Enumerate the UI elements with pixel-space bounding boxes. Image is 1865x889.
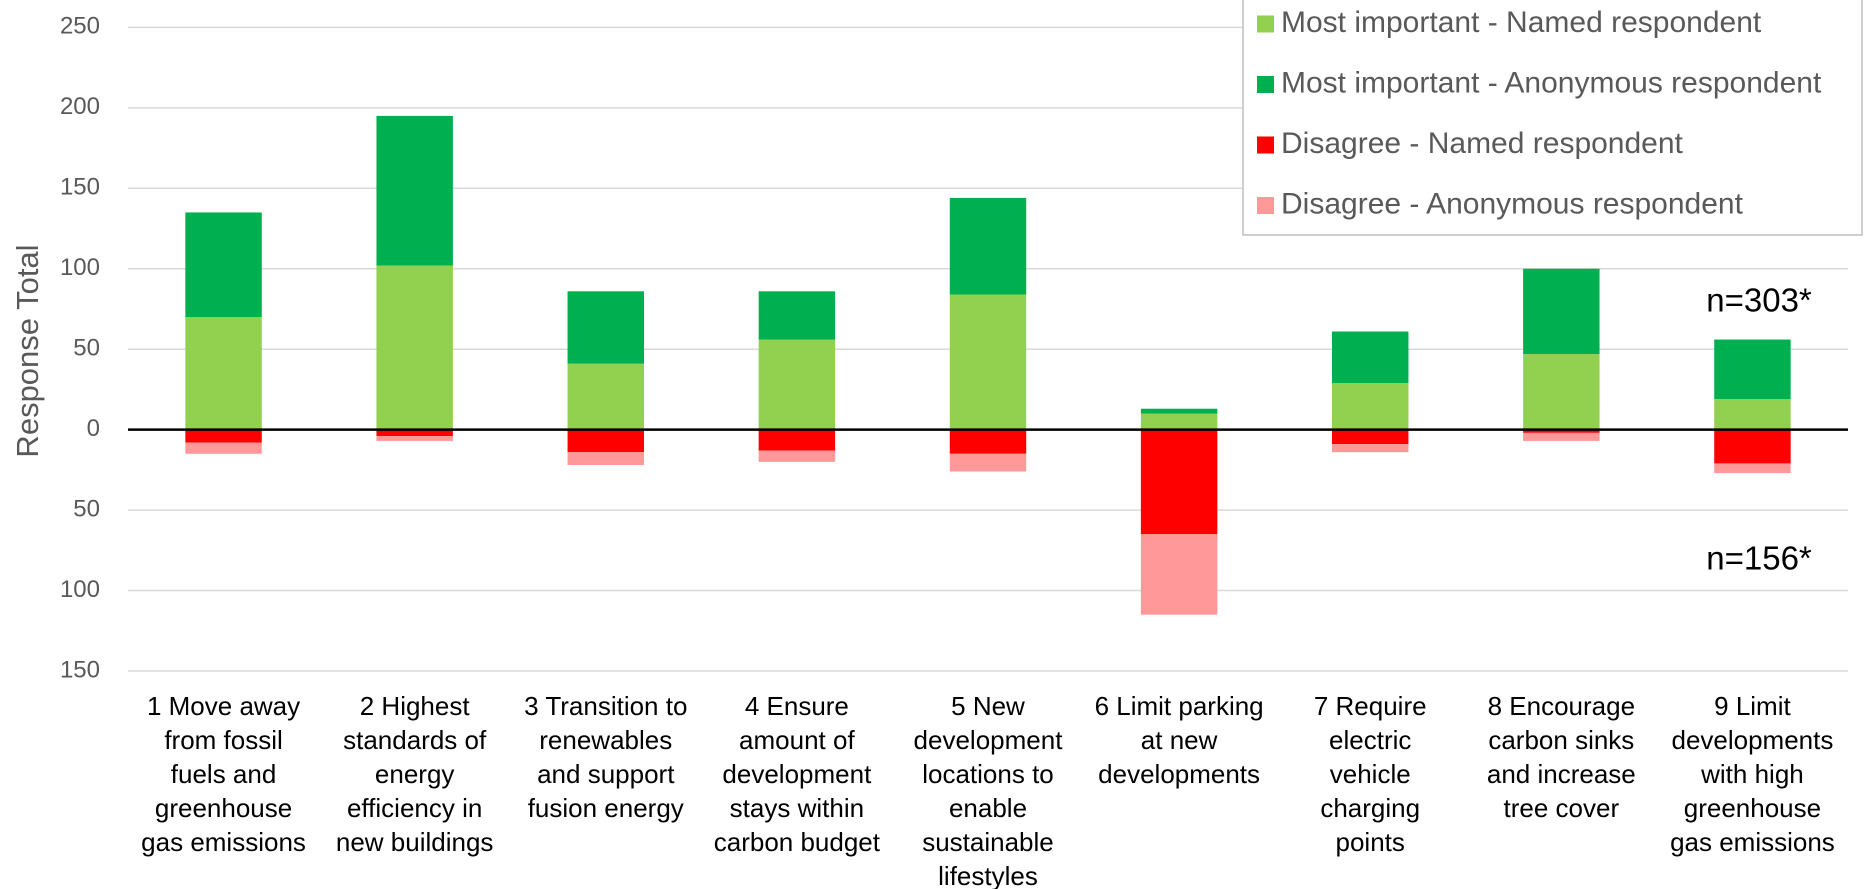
y-tick-label: 200 [60,93,100,120]
x-tick-label: 2 Highest standards of energy efficiency… [335,691,494,857]
x-tick-label: 3 Transition to renewables and support f… [524,691,688,823]
x-tick-label: 8 Encourage carbon sinks and increase tr… [1486,691,1636,823]
bar-segment [567,291,644,364]
bar-segment [949,197,1027,295]
bar-segment [1332,429,1409,445]
bar-segment [758,450,836,462]
bar-segment [1523,268,1600,355]
bar-segment [1714,429,1791,464]
legend-box [1242,0,1863,236]
legend-label: Disagree - Anonymous respondent [1281,187,1744,220]
legend-label: Disagree - Named respondent [1281,127,1684,160]
bar-segment [376,429,453,437]
y-tick-label: 50 [73,335,100,362]
bar-segment [376,265,453,430]
bar-segment [1332,444,1409,453]
bar-segment [185,442,262,454]
bar-segment [185,429,262,443]
y-tick-label: 150 [60,656,100,683]
bar-segment [567,429,644,453]
legend-swatch [1257,76,1274,93]
bar-segment [1714,399,1791,430]
bar-segment [1714,339,1791,400]
x-tick-label: 6 Limit parking at new developments [1094,691,1264,789]
y-tick-label: 150 [60,174,100,201]
bar-segment [1140,413,1218,430]
bar-segment [949,294,1027,430]
bar-segment [185,317,262,430]
bar-segment [1332,382,1409,430]
legend-label: Most important - Anonymous respondent [1281,66,1822,99]
legend-swatch [1257,136,1274,154]
bar-segment [1140,429,1218,535]
y-axis-title: Response Total [10,244,45,457]
annotation: n=156* [1706,540,1812,577]
legend-swatch [1257,197,1274,214]
x-tick-label: 9 Limit developments with high greenhous… [1670,691,1835,857]
bar-segment [1140,408,1218,414]
bar-segment [758,429,836,451]
y-tick-label: 100 [60,254,100,281]
bar-segment [567,363,644,430]
x-tick-label: 4 Ensure amount of development stays wit… [713,691,880,857]
x-tick-label: 7 Require electric vehicle charging poin… [1313,691,1427,857]
legend-label: Most important - Named respondent [1281,6,1762,39]
legend-swatch [1257,15,1274,33]
bar-segment [1332,331,1409,383]
bar-segment [1714,463,1791,474]
bar-segment [949,429,1027,454]
bar-segment [949,453,1027,472]
bar-segment [1140,534,1218,615]
bar-segment [1523,354,1600,430]
y-tick-label: 50 [73,495,100,522]
x-tick-label: 5 New development locations to enable su… [913,691,1063,889]
y-tick-label: 0 [87,415,100,442]
bar-segment [567,452,644,466]
bar-segment [1523,429,1600,433]
y-tick-label: 250 [60,13,100,40]
x-tick-label: 1 Move away from fossil fuels and greenh… [141,691,306,857]
bar-segment [185,212,262,318]
bar-segment [758,339,836,430]
bar-segment [376,115,453,266]
bar-segment [758,291,836,340]
bar-segment [376,436,453,441]
annotation: n=303* [1706,282,1812,319]
y-tick-label: 100 [60,576,100,603]
bar-segment [1523,432,1600,441]
